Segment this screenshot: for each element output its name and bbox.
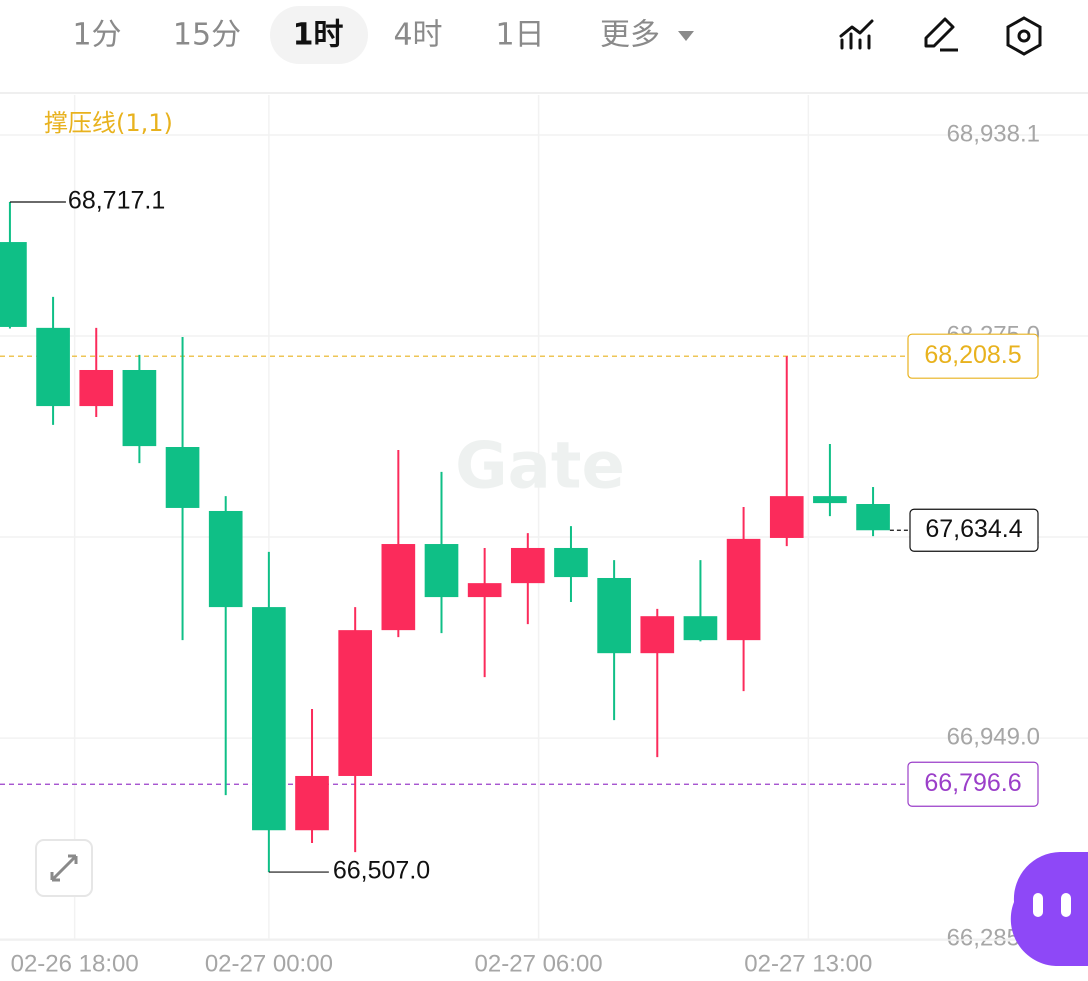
candle-body xyxy=(856,504,890,531)
candle-body xyxy=(813,496,847,504)
interval-tabs: 1分 15分 1时 4时 1日 更多 xyxy=(72,18,660,53)
indicator-button[interactable] xyxy=(839,19,874,50)
y-tick-label: 66,949.0 xyxy=(947,723,1040,750)
x-tick-label: 02-27 00:00 xyxy=(205,950,333,977)
interval-tab[interactable]: 更多 xyxy=(600,18,660,53)
candle-body xyxy=(122,369,157,447)
price-tag-label: 66,796.6 xyxy=(924,769,1021,797)
icon xyxy=(1061,893,1071,917)
y-tick-label: 68,938.1 xyxy=(947,120,1040,147)
price-tag-label: 68,208.5 xyxy=(924,341,1021,369)
icon xyxy=(840,32,871,50)
interval-tab[interactable]: 1日 xyxy=(495,18,544,53)
icon xyxy=(1033,893,1043,917)
candle-body xyxy=(597,577,631,654)
candle-body xyxy=(640,616,675,654)
price-tag xyxy=(907,761,1039,807)
price-tag xyxy=(907,333,1039,379)
expand-button[interactable] xyxy=(35,839,93,897)
candle-body xyxy=(683,616,718,641)
icon xyxy=(924,17,955,48)
candle-body xyxy=(769,496,804,538)
indicator-label: 撑压线(1,1) xyxy=(44,109,173,137)
candle-body xyxy=(381,544,416,631)
chart: 66,285.966,949.067,612.168,275.068,938.1… xyxy=(0,95,1088,977)
interval-tab[interactable]: 1分 xyxy=(72,18,121,53)
candle-body xyxy=(252,607,286,831)
icon xyxy=(1017,29,1031,43)
last-price-label: 67,634.4 xyxy=(925,515,1022,543)
interval-tab[interactable]: 4时 xyxy=(393,18,442,53)
x-tick-label: 02-27 13:00 xyxy=(744,950,872,977)
candle-body xyxy=(295,775,329,831)
bubble xyxy=(1010,852,1088,967)
x-tick-label: 02-27 06:00 xyxy=(475,950,603,977)
candle-body xyxy=(554,547,588,578)
last-price-tag xyxy=(909,508,1039,552)
candle-body xyxy=(510,547,545,584)
high-label: 68,717.1 xyxy=(68,187,165,215)
selected-tab-bg xyxy=(270,6,368,64)
candle-body xyxy=(165,447,200,508)
candle-body xyxy=(467,583,502,598)
interval-tab[interactable]: 15分 xyxy=(173,18,241,53)
candle-body xyxy=(0,242,27,327)
draw-button[interactable] xyxy=(924,17,958,52)
interval-tab[interactable]: 1时 xyxy=(293,18,344,53)
dropdown-arrow[interactable] xyxy=(678,31,694,41)
watermark: Gate xyxy=(455,430,625,504)
candle-body xyxy=(208,510,243,608)
settings-button[interactable] xyxy=(1006,16,1042,56)
candle-body xyxy=(726,538,761,641)
assistant-bubble[interactable] xyxy=(1010,852,1088,967)
x-tick-label: 02-26 18:00 xyxy=(11,950,139,977)
low-label: 66,507.0 xyxy=(333,857,430,885)
candle-body xyxy=(79,369,114,407)
candle-body xyxy=(36,327,70,407)
icon xyxy=(839,19,874,38)
icon xyxy=(50,854,78,882)
candle-body xyxy=(424,544,459,598)
icon xyxy=(1006,16,1042,56)
candle-body xyxy=(338,630,373,776)
